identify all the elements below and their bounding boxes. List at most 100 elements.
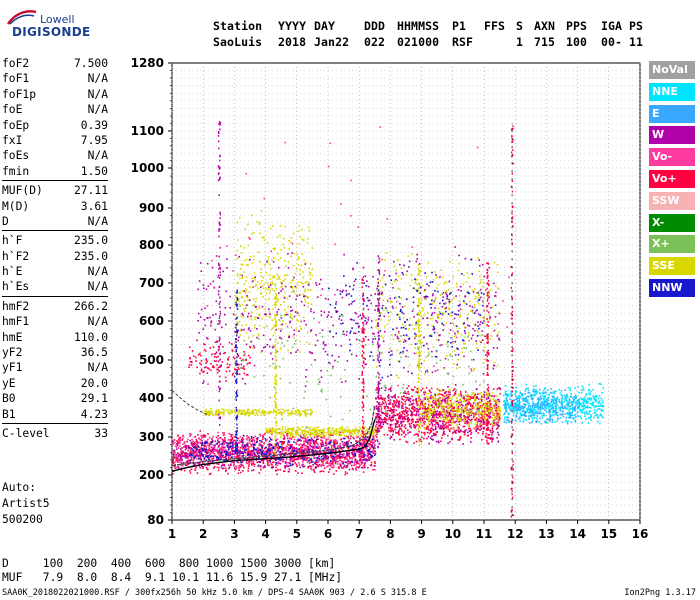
echo-point <box>497 404 499 406</box>
echo-point <box>338 457 341 460</box>
echo-point <box>322 464 325 467</box>
echo-point <box>298 427 300 430</box>
echo-point <box>421 424 424 427</box>
echo-point <box>315 442 318 444</box>
echo-point <box>424 398 426 400</box>
echo-point <box>322 455 324 457</box>
echo-point <box>208 414 210 416</box>
echo-point <box>317 429 320 432</box>
echo-point <box>216 458 219 460</box>
echo-point <box>233 453 235 455</box>
echo-point <box>269 449 272 451</box>
echo-point <box>449 410 452 412</box>
echo-point <box>302 456 305 458</box>
echo-point <box>310 459 313 462</box>
echo-point <box>187 463 189 466</box>
echo-point <box>204 449 207 451</box>
echo-point <box>344 473 347 476</box>
echo-point <box>489 431 492 433</box>
echo-point <box>201 442 204 445</box>
echo-point <box>450 427 452 430</box>
echo-point <box>271 461 274 464</box>
echo-point <box>289 445 292 448</box>
echo-point <box>268 447 270 449</box>
echo-point <box>566 408 568 410</box>
echo-point <box>199 455 201 457</box>
echo-point <box>399 415 402 418</box>
echo-point <box>208 461 210 464</box>
echo-point <box>293 450 296 453</box>
echo-point <box>287 437 289 440</box>
echo-point <box>288 448 291 451</box>
echo-point <box>289 447 292 450</box>
echo-point <box>295 454 297 457</box>
echo-point <box>405 396 407 399</box>
echo-point <box>179 448 182 450</box>
echo-point <box>414 414 416 416</box>
echo-point <box>328 442 330 445</box>
echo-point <box>357 447 360 450</box>
echo-point <box>401 401 403 404</box>
echo-point <box>443 416 445 418</box>
echo-point <box>204 436 206 438</box>
echo-point <box>419 419 422 421</box>
echo-point <box>316 438 318 441</box>
echo-point <box>320 436 322 439</box>
echo-point <box>175 460 177 462</box>
echo-point <box>463 420 465 423</box>
echo-point <box>481 398 483 401</box>
echo-point <box>316 433 318 435</box>
echo-point <box>434 397 437 399</box>
echo-point <box>436 394 439 396</box>
echo-point <box>271 433 273 436</box>
echo-point <box>350 431 352 434</box>
echo-point <box>275 432 277 434</box>
echo-point <box>297 438 299 441</box>
echo-point <box>496 400 498 402</box>
echo-point <box>319 449 321 452</box>
echo-point <box>442 389 445 391</box>
echo-point <box>498 416 501 419</box>
echo-point <box>470 409 473 412</box>
parameter-panel: foF2 7.500 foF1 N/A foF1p N/A foE N/A foEp 0.39 fx… <box>2 56 108 441</box>
echo-point <box>437 416 439 419</box>
echo-point <box>192 445 194 447</box>
echo-point <box>297 409 300 411</box>
echo-point <box>185 454 188 457</box>
echo-point <box>228 467 230 470</box>
echo-point <box>458 427 460 430</box>
echo-point <box>483 404 486 406</box>
parameter-name: B0 <box>2 392 16 406</box>
echo-point <box>242 455 244 457</box>
echo-point <box>387 406 389 408</box>
echo-point <box>186 456 188 458</box>
echo-point <box>417 409 420 411</box>
echo-point <box>360 442 362 444</box>
echo-point <box>298 448 300 450</box>
echo-point <box>465 397 467 400</box>
echo-point <box>419 438 421 441</box>
echo-point <box>412 389 415 391</box>
echo-point <box>428 423 431 426</box>
echo-point <box>356 466 358 468</box>
echo-point <box>354 458 357 460</box>
echo-point <box>396 426 399 428</box>
echo-point <box>367 459 369 461</box>
echo-point <box>317 452 320 455</box>
echo-point <box>330 439 332 442</box>
echo-point <box>413 442 415 444</box>
echo-point <box>496 420 499 422</box>
echo-point <box>480 407 482 409</box>
echo-point <box>373 429 376 431</box>
echo-point <box>381 412 383 414</box>
echo-point <box>395 401 398 404</box>
echo-point <box>601 392 603 394</box>
echo-point <box>418 425 420 428</box>
echo-point <box>460 401 462 403</box>
echo-point <box>465 400 467 402</box>
echo-point <box>348 468 351 471</box>
echo-point <box>454 431 457 433</box>
echo-point <box>283 431 285 433</box>
echo-point <box>433 413 435 415</box>
echo-point <box>456 397 458 399</box>
